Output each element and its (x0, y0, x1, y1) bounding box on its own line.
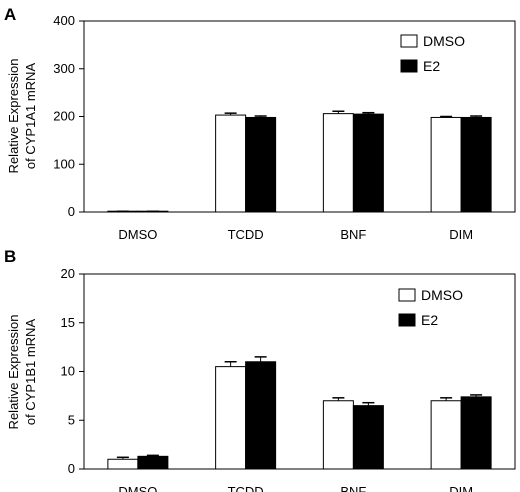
y-axis-label-line-2: of CYP1A1 mRNA (23, 63, 38, 170)
bar-e2-tcdd (245, 361, 277, 470)
y-tick-label: 200 (53, 109, 75, 124)
legend-swatch-dmso (400, 34, 418, 48)
bar-e2-tcdd (245, 116, 277, 213)
y-tick-label: 0 (68, 204, 75, 219)
category-label: TCDD (228, 227, 264, 242)
y-tick-label: 400 (53, 13, 75, 28)
bar-e2-bnf (352, 405, 384, 470)
panel-b: B Relative Expression of CYP1B1 mRNA 0 5 1… (4, 247, 516, 492)
category-labels: DMSO TCDD BNF DIM (118, 227, 473, 242)
panel-label: B (4, 247, 16, 266)
legend-swatch-e2 (398, 313, 416, 327)
bars (107, 361, 492, 470)
y-tick-label: 0 (68, 461, 75, 476)
legend: DMSO E2 (400, 33, 465, 74)
bar-e2-dim (460, 116, 492, 213)
legend-label-dmso: DMSO (423, 33, 465, 49)
bar-dmso-bnf (322, 400, 354, 470)
bar-dmso-bnf (322, 113, 354, 213)
category-label: DIM (449, 484, 473, 492)
legend-label-dmso: DMSO (421, 287, 463, 303)
bar-dmso-dim (430, 400, 462, 470)
y-tick-label: 5 (68, 412, 75, 427)
bar-e2-dim (460, 396, 492, 470)
y-tick-label: 10 (61, 364, 75, 379)
y-ticks: 0 5 10 15 20 (61, 266, 84, 476)
y-tick-label: 20 (61, 266, 75, 281)
bar-e2-dmso (137, 455, 169, 470)
bar-e2-bnf (352, 113, 384, 213)
legend-swatch-e2 (400, 59, 418, 73)
legend-label-e2: E2 (421, 312, 438, 328)
y-axis-label-line-1: Relative Expression (6, 315, 21, 430)
category-label: BNF (340, 484, 366, 492)
category-label: DMSO (118, 484, 157, 492)
bar-dmso-dim (430, 116, 462, 213)
y-axis-label-line-2: of CYP1B1 mRNA (23, 319, 38, 426)
category-label: BNF (340, 227, 366, 242)
y-tick-label: 300 (53, 61, 75, 76)
panel-a: A Relative Expression of CYP1A1 mRNA 0 10… (4, 5, 516, 242)
bars (107, 113, 492, 213)
y-ticks: 0 100 200 300 400 (53, 13, 84, 219)
y-tick-label: 15 (61, 315, 75, 330)
error-bars (116, 110, 483, 213)
bar-dmso-tcdd (215, 366, 247, 470)
category-labels: DMSO TCDD BNF DIM (118, 484, 473, 492)
category-label: TCDD (228, 484, 264, 492)
bar-dmso-dmso (107, 458, 139, 470)
error-bars (116, 356, 483, 460)
category-label: DMSO (118, 227, 157, 242)
bar-dmso-tcdd (215, 114, 247, 213)
y-axis-label-line-1: Relative Expression (6, 59, 21, 174)
legend: DMSO E2 (398, 287, 463, 328)
panel-label: A (4, 5, 16, 24)
legend-label-e2: E2 (423, 58, 440, 74)
legend-swatch-dmso (398, 288, 416, 302)
y-tick-label: 100 (53, 156, 75, 171)
category-label: DIM (449, 227, 473, 242)
